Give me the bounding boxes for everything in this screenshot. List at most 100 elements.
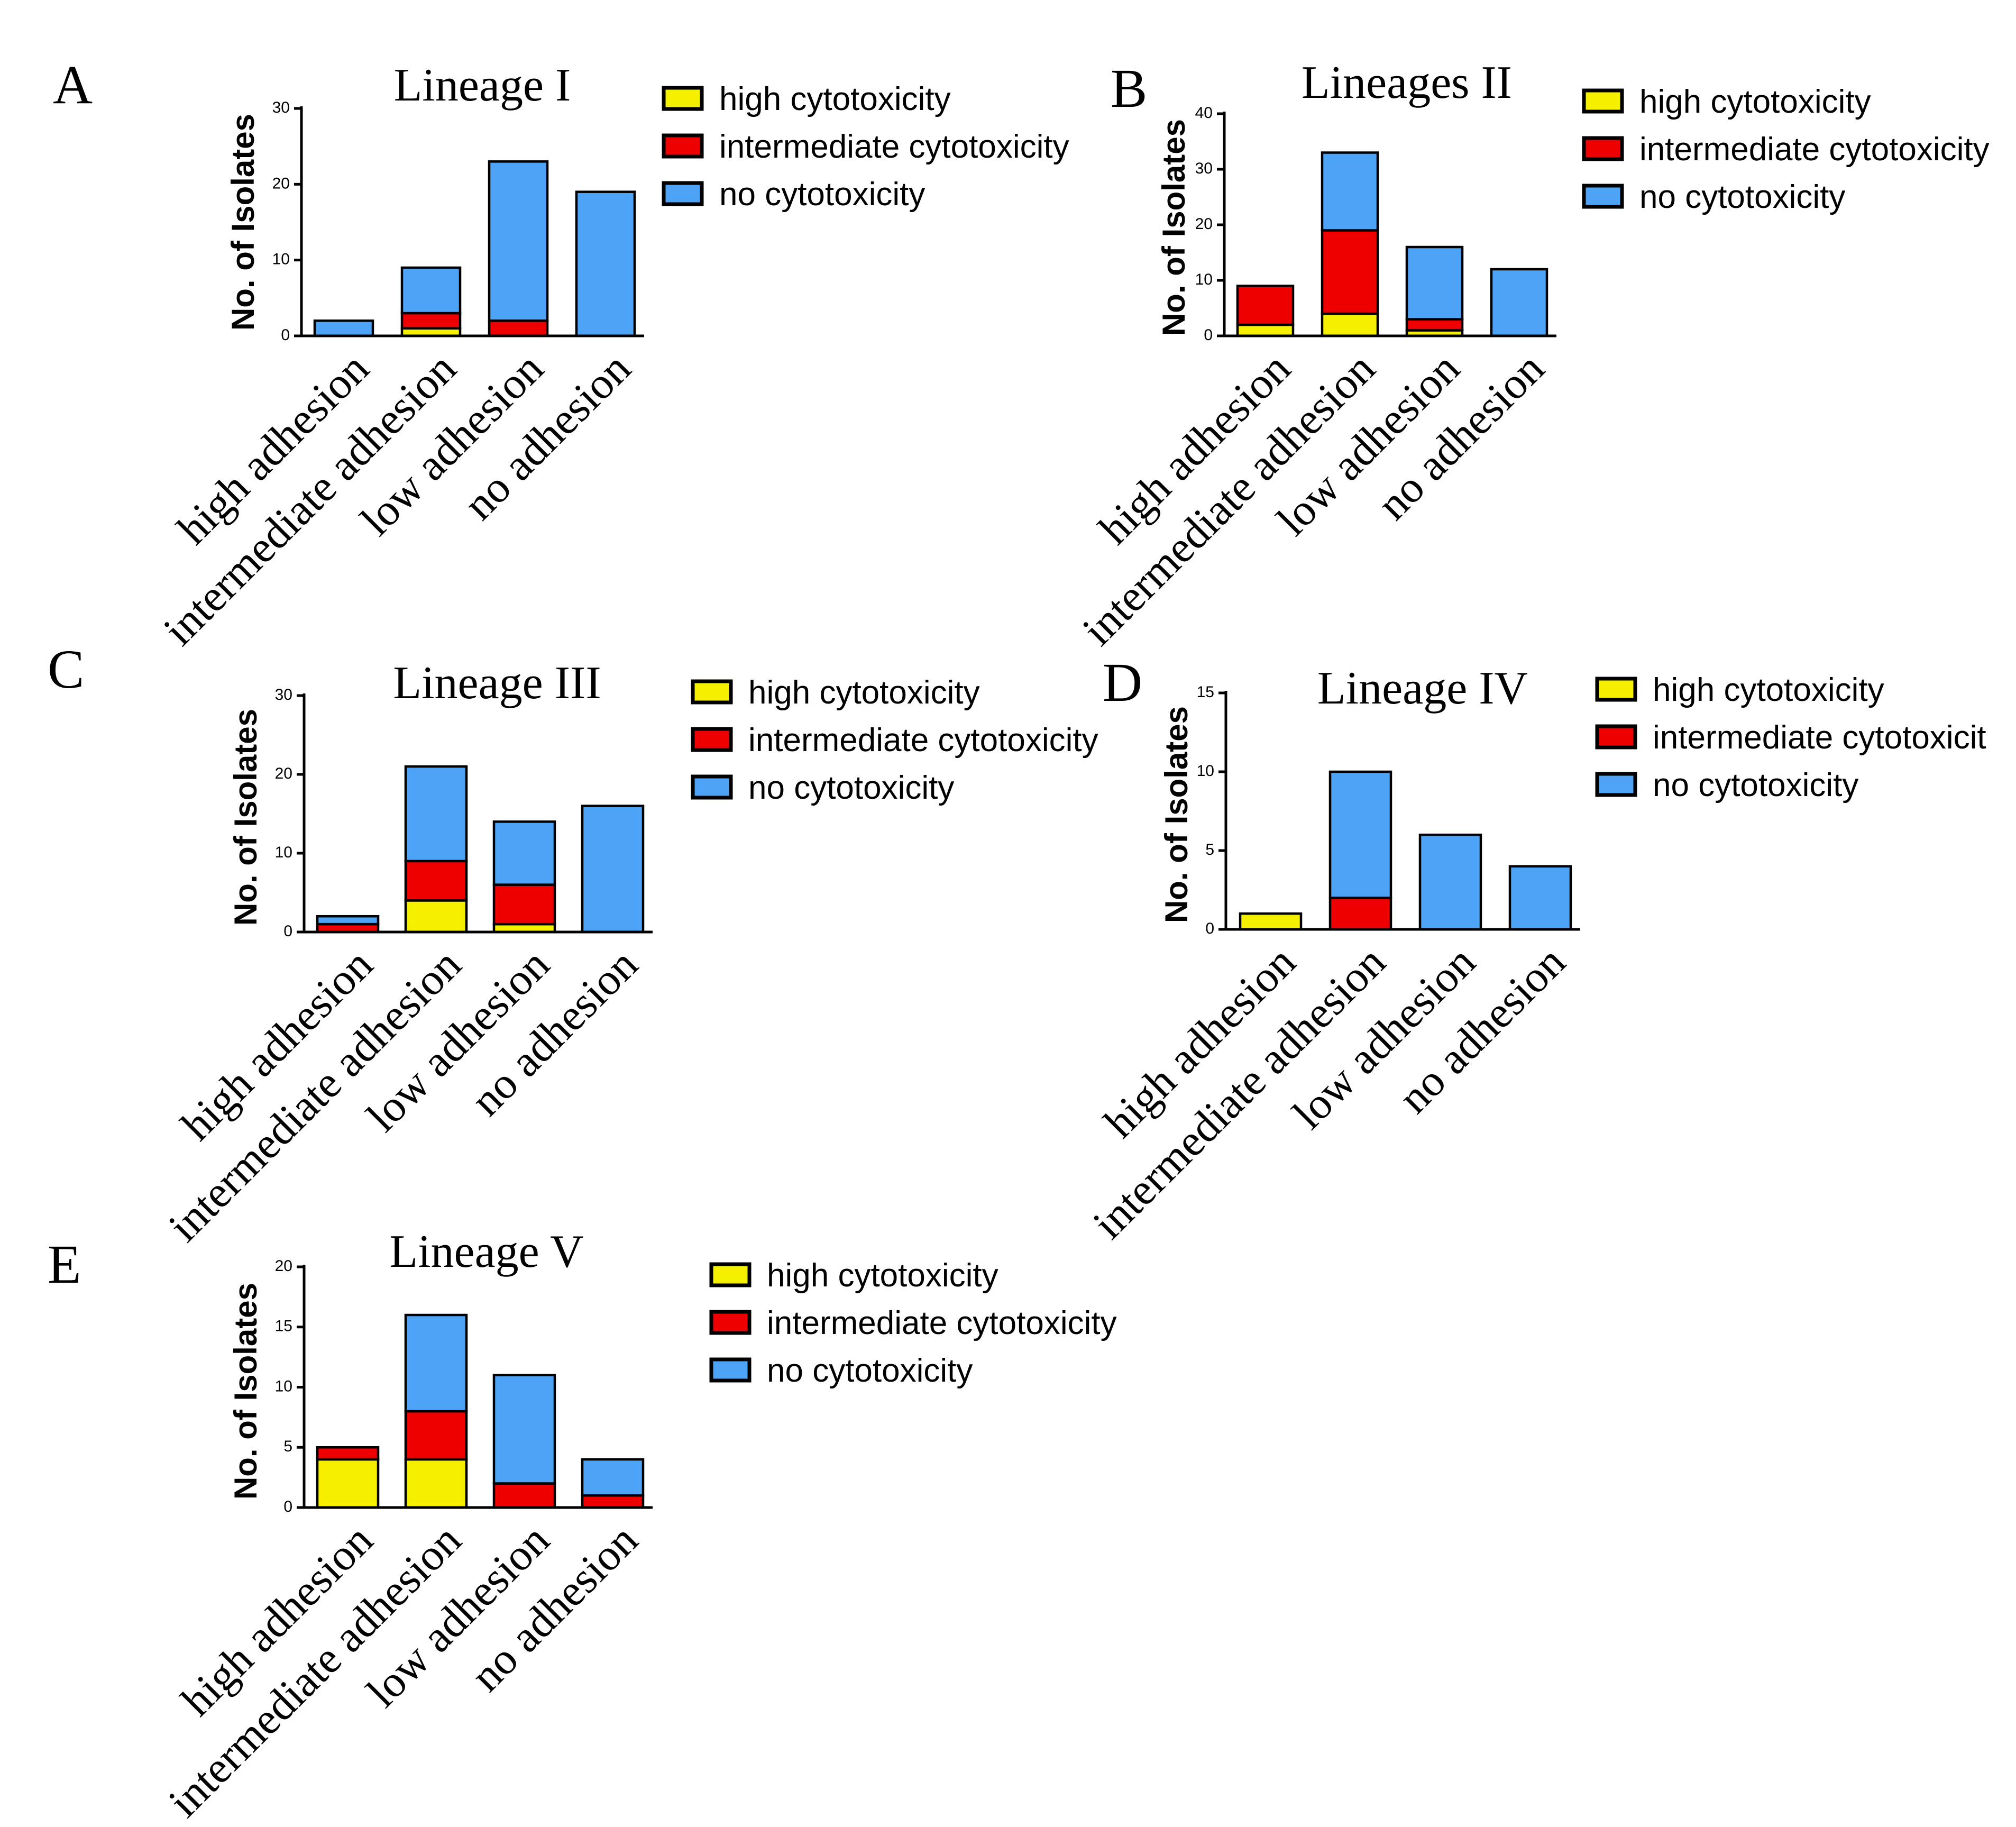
panel-letter: C <box>48 639 84 700</box>
y-tick-label: 20 <box>272 175 290 192</box>
legend-label: no cytotoxicity <box>748 770 954 806</box>
chart-title: Lineage III <box>393 657 601 709</box>
bar-intermediate-cytotoxicity-3 <box>492 1482 556 1509</box>
y-axis-label: No. of Isolates <box>228 1283 263 1500</box>
bar-intermediate-cytotoxicity-1 <box>1236 285 1295 326</box>
legend-label: high cytotoxicity <box>719 81 951 117</box>
y-axis-label: No. of Isolates <box>228 709 263 926</box>
legend-label: high cytotoxicity <box>1639 84 1871 120</box>
legend-swatch-no-cytotoxicity <box>709 1357 752 1383</box>
bar-no-cytotoxicity-4 <box>1508 865 1572 931</box>
legend-swatch-no-cytotoxicity <box>691 774 733 800</box>
bar-intermediate-cytotoxicity-2 <box>404 1410 468 1461</box>
bar-no-cytotoxicity-1 <box>316 915 380 926</box>
chart-title: Lineage IV <box>1317 663 1528 714</box>
y-tick-label: 10 <box>275 1377 292 1395</box>
y-tick-label: 5 <box>283 1438 292 1455</box>
bar-high-cytotoxicity-1 <box>1236 323 1295 337</box>
y-axis-label: No. of Isolates <box>1159 706 1194 923</box>
y-tick-label: 30 <box>1195 160 1213 177</box>
y-tick-label: 10 <box>272 251 290 268</box>
panel-letter: A <box>53 54 93 115</box>
y-tick-label: 15 <box>1197 683 1214 701</box>
legend-label: intermediate cytotoxicity <box>748 722 1098 759</box>
bar-intermediate-cytotoxicity-2 <box>404 860 468 902</box>
bar-no-cytotoxicity-4 <box>581 805 645 934</box>
bar-intermediate-cytotoxicity-2 <box>1321 229 1379 315</box>
y-tick-label: 20 <box>1195 215 1213 233</box>
y-tick-label: 30 <box>275 686 292 704</box>
legend-swatch-no-cytotoxicity <box>1582 184 1624 209</box>
legend-swatch-intermediate-cytotoxicity <box>1582 136 1624 161</box>
bar-no-cytotoxicity-3 <box>1405 245 1464 321</box>
bar-high-cytotoxicity-1 <box>1239 912 1303 931</box>
legend-swatch-intermediate-cytotoxicity <box>1595 724 1637 750</box>
y-tick-label: 5 <box>1205 841 1214 858</box>
bar-no-cytotoxicity-2 <box>1321 151 1379 232</box>
bar-intermediate-cytotoxicity-3 <box>488 319 549 337</box>
y-tick-label: 0 <box>1204 326 1213 344</box>
bar-intermediate-cytotoxicity-3 <box>492 883 556 926</box>
y-axis-label: No. of Isolates <box>225 114 261 331</box>
panel-letter: E <box>48 1234 81 1295</box>
legend-swatch-no-cytotoxicity <box>662 181 704 206</box>
legend-swatch-intermediate-cytotoxicity <box>709 1310 752 1335</box>
legend-label: no cytotoxicity <box>1653 767 1858 803</box>
legend-label: high cytotoxicity <box>748 674 980 711</box>
legend-label: no cytotoxicity <box>719 176 925 213</box>
legend-label: intermediate cytotoxicit <box>1653 719 1986 756</box>
bar-no-cytotoxicity-2 <box>400 266 462 315</box>
legend-swatch-high-cytotoxicity <box>1595 677 1637 702</box>
legend-swatch-no-cytotoxicity <box>1595 772 1637 797</box>
legend-label: no cytotoxicity <box>1639 179 1845 215</box>
bar-no-cytotoxicity-3 <box>492 820 556 886</box>
bar-high-cytotoxicity-2 <box>404 899 468 934</box>
bar-high-cytotoxicity-2 <box>1321 312 1379 337</box>
bar-no-cytotoxicity-1 <box>313 319 374 337</box>
legend-swatch-high-cytotoxicity <box>709 1262 752 1287</box>
bar-no-cytotoxicity-3 <box>492 1374 556 1485</box>
y-tick-label: 0 <box>1205 920 1214 937</box>
bar-no-cytotoxicity-4 <box>581 1458 645 1497</box>
panel-letter: D <box>1103 652 1142 713</box>
legend-swatch-high-cytotoxicity <box>662 86 704 111</box>
bar-no-cytotoxicity-2 <box>1328 770 1392 899</box>
panel-letter: B <box>1111 58 1147 119</box>
bar-intermediate-cytotoxicity-4 <box>581 1494 645 1509</box>
bar-high-cytotoxicity-1 <box>316 1458 380 1509</box>
y-axis-label: No. of Isolates <box>1156 119 1192 336</box>
y-tick-label: 40 <box>1195 104 1213 122</box>
legend-label: intermediate cytotoxicity <box>1639 131 1990 168</box>
y-tick-label: 15 <box>275 1318 292 1335</box>
legend-swatch-high-cytotoxicity <box>1582 88 1624 114</box>
y-tick-label: 0 <box>283 1498 292 1515</box>
bar-intermediate-cytotoxicity-2 <box>1328 897 1392 931</box>
y-tick-label: 30 <box>272 99 290 116</box>
bar-intermediate-cytotoxicity-1 <box>316 1446 380 1461</box>
y-tick-label: 10 <box>1195 271 1213 288</box>
y-tick-label: 20 <box>275 1257 292 1275</box>
legend-label: no cytotoxicity <box>767 1353 973 1389</box>
legend-swatch-intermediate-cytotoxicity <box>691 727 733 752</box>
legend-swatch-intermediate-cytotoxicity <box>662 133 704 159</box>
legend-label: intermediate cytotoxicity <box>719 129 1069 165</box>
y-tick-label: 10 <box>1197 762 1214 780</box>
legend-label: high cytotoxicity <box>1653 672 1884 708</box>
bar-no-cytotoxicity-3 <box>1418 833 1482 931</box>
bar-no-cytotoxicity-3 <box>488 160 549 322</box>
bar-no-cytotoxicity-4 <box>575 190 636 337</box>
chart-title: Lineage V <box>389 1226 583 1277</box>
legend-swatch-high-cytotoxicity <box>691 679 733 705</box>
y-tick-label: 0 <box>281 326 290 344</box>
bar-no-cytotoxicity-4 <box>1490 268 1548 337</box>
chart-title: Lineages II <box>1302 57 1512 108</box>
y-tick-label: 0 <box>283 922 292 940</box>
y-tick-label: 20 <box>275 765 292 782</box>
